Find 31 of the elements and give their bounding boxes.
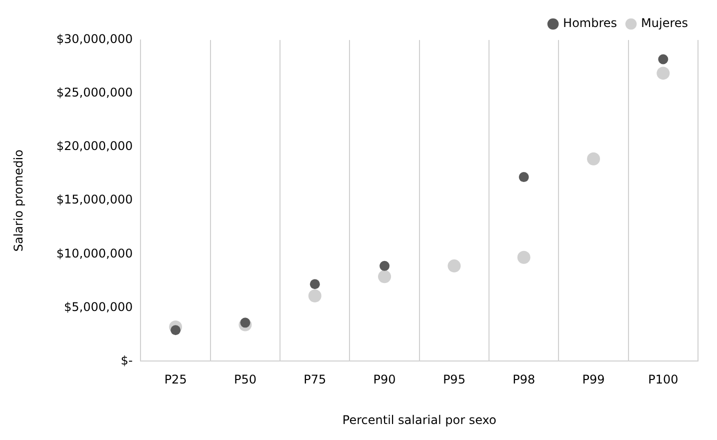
y-axis-title: Salario promedio: [11, 150, 26, 252]
x-tick-label: P90: [373, 372, 396, 387]
legend-label: Hombres: [563, 16, 618, 30]
x-tick-label: P98: [512, 372, 536, 387]
y-tick-label: $10,000,000: [56, 246, 133, 260]
point: [380, 260, 390, 271]
y-tick-label: $30,000,000: [56, 32, 133, 46]
x-tick-label: P100: [648, 372, 678, 387]
point: [448, 259, 461, 272]
point: [170, 325, 181, 336]
point: [310, 279, 320, 290]
x-tick-label: P75: [304, 372, 326, 387]
legend-label: Mujeres: [641, 16, 688, 30]
point: [658, 54, 668, 64]
y-tick-label: $15,000,000: [56, 192, 133, 207]
point: [587, 152, 600, 166]
point: [240, 318, 250, 328]
point: [308, 289, 322, 302]
x-tick-label: P95: [442, 372, 466, 387]
y-tick-label: $5,000,000: [64, 300, 133, 314]
x-tick-label: P99: [582, 372, 605, 387]
x-tick-label: P50: [234, 372, 256, 387]
y-tick-label: $-: [120, 353, 133, 368]
y-tick-label: $25,000,000: [56, 86, 133, 100]
x-axis-title: Percentil salarial por sexo: [342, 412, 496, 427]
point: [518, 172, 529, 182]
point: [517, 250, 530, 264]
y-tick-label: $20,000,000: [56, 139, 133, 154]
x-tick-label: P25: [164, 372, 187, 387]
point: [656, 66, 670, 80]
point: [378, 270, 392, 284]
